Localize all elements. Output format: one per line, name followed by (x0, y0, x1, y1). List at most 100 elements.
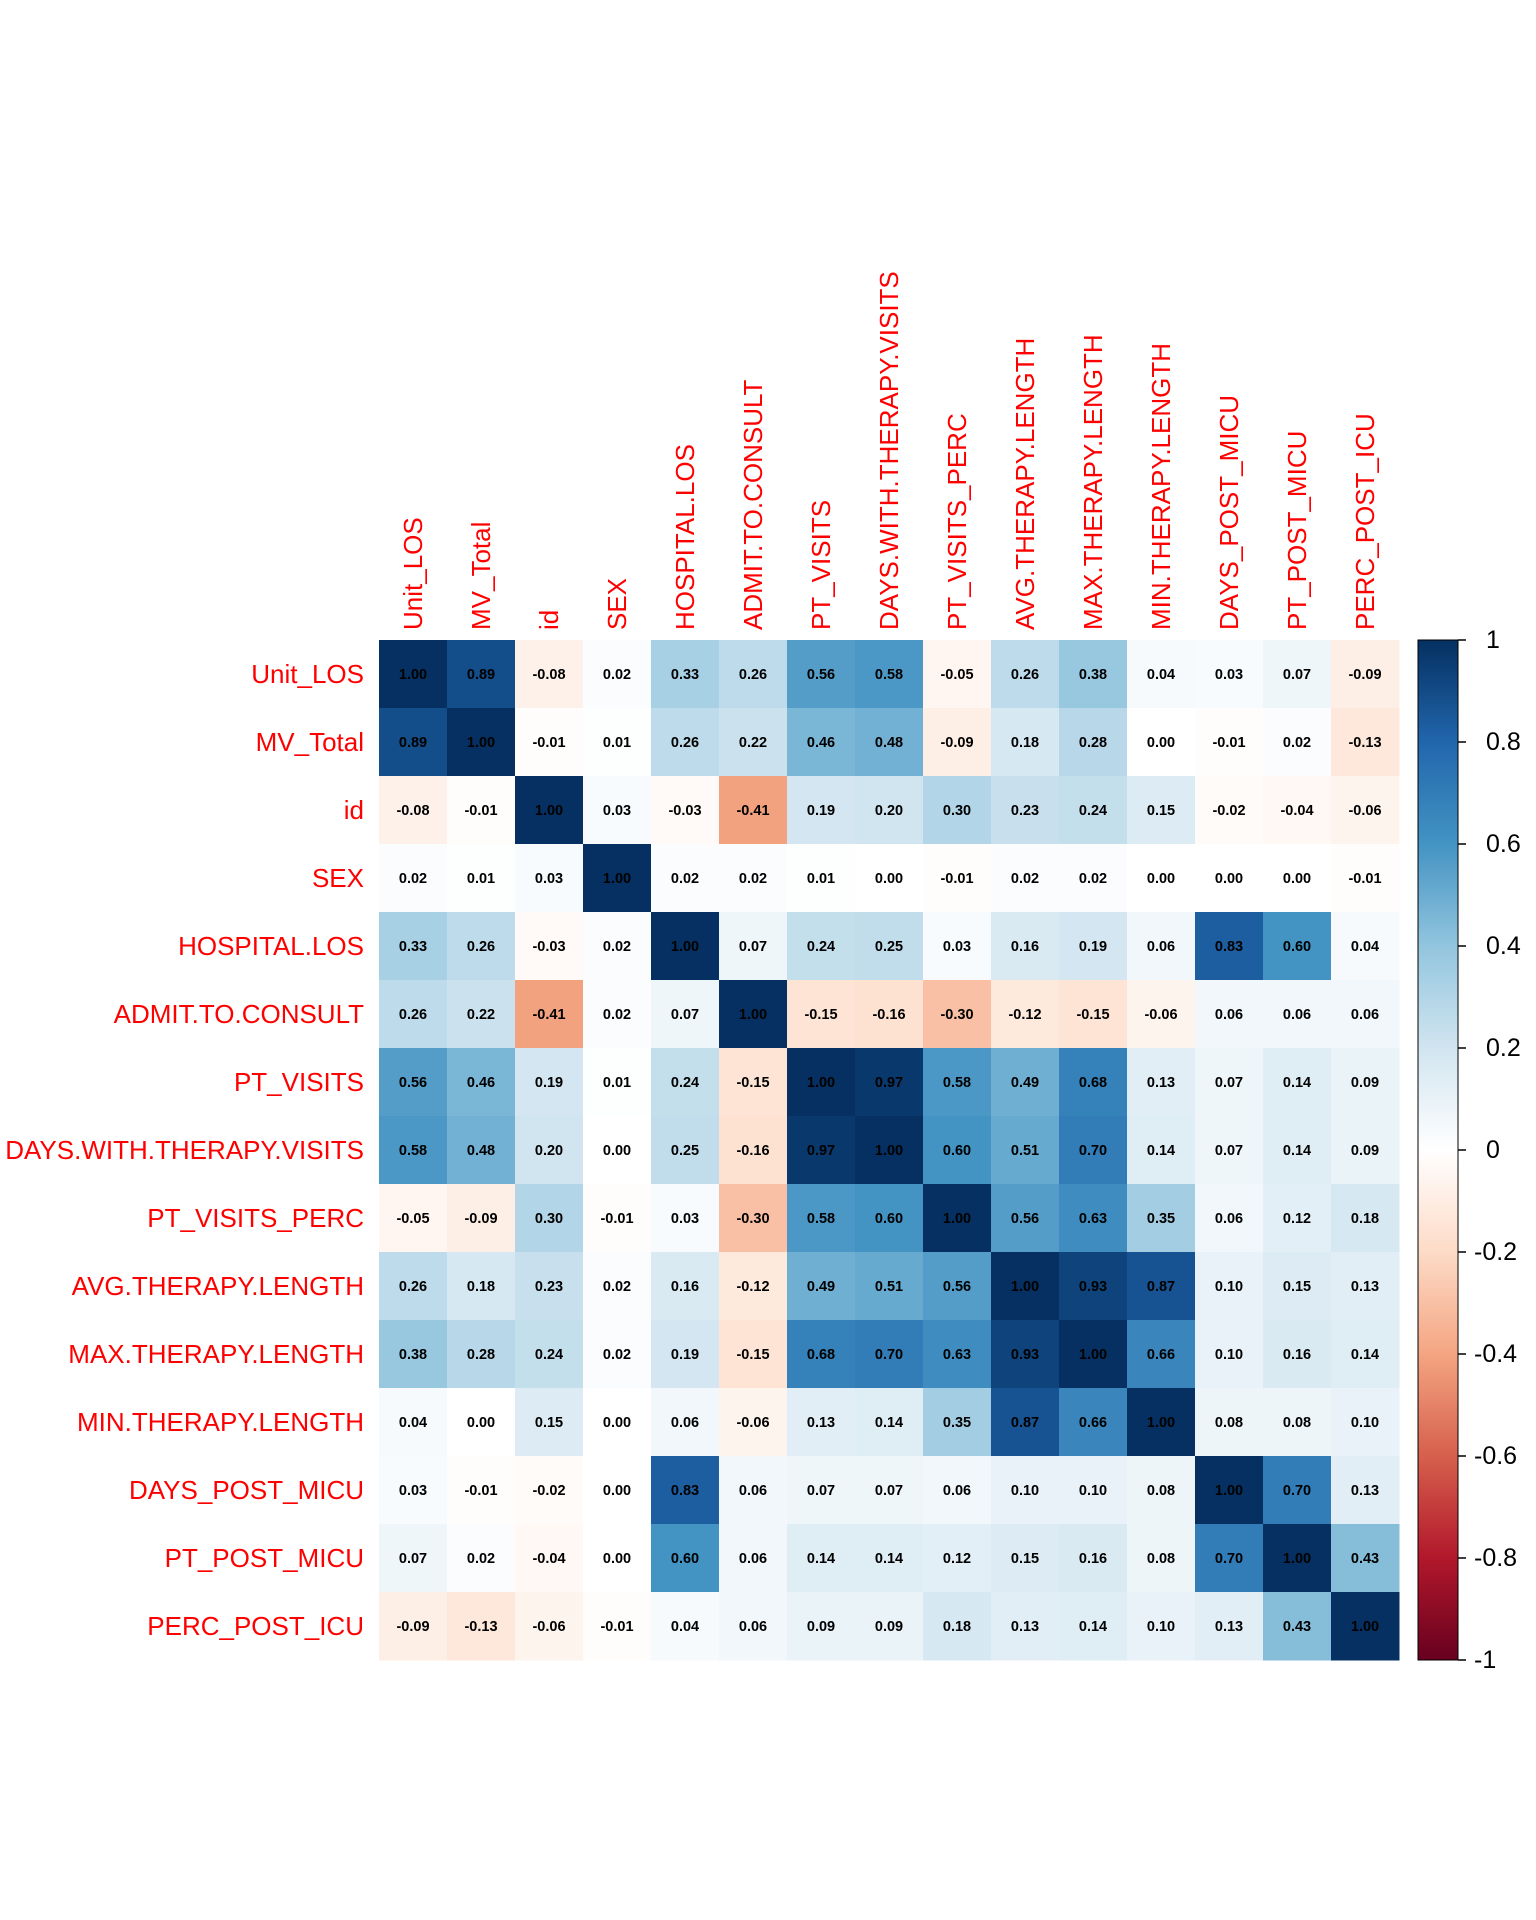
heatmap-cell (447, 640, 516, 709)
heatmap-cell (923, 1456, 992, 1525)
cell-value: 0.16 (1283, 1347, 1311, 1363)
heatmap-cell (1263, 1388, 1332, 1457)
row-label: AVG.THERAPY.LENGTH (72, 1271, 364, 1301)
cell-value: 0.13 (1351, 1483, 1379, 1499)
heatmap-cell (991, 1592, 1060, 1661)
cell-value: 0.51 (1011, 1143, 1039, 1159)
cell-value: 0.00 (1147, 735, 1175, 751)
cell-value: 0.18 (943, 1619, 971, 1635)
colorbar-tick-label: 0 (1486, 1136, 1500, 1164)
heatmap-cell (1331, 1388, 1400, 1457)
cell-value: 0.87 (1011, 1415, 1039, 1431)
heatmap-cell (991, 912, 1060, 981)
column-label: Unit_LOS (398, 517, 428, 630)
cell-value: 1.00 (1079, 1347, 1107, 1363)
colorbar-tick-label: 0.6 (1486, 830, 1521, 858)
cell-value: 1.00 (603, 871, 631, 887)
cell-value: 0.13 (1351, 1279, 1379, 1295)
cell-value: 0.14 (1079, 1619, 1107, 1635)
heatmap-cell (651, 1184, 720, 1253)
heatmap-cell (855, 1184, 924, 1253)
cell-value: 0.03 (399, 1483, 427, 1499)
cell-value: 1.00 (1351, 1619, 1379, 1635)
heatmap-cell (719, 1592, 788, 1661)
heatmap-cell (787, 844, 856, 913)
heatmap-cell (515, 980, 584, 1049)
heatmap-cell (515, 708, 584, 777)
cell-value: -0.01 (600, 1211, 633, 1227)
cell-value: 0.07 (739, 939, 767, 955)
cell-value: 0.14 (1283, 1143, 1311, 1159)
heatmap-cell (923, 640, 992, 709)
heatmap-cell (1059, 1388, 1128, 1457)
cell-value: 0.93 (1011, 1347, 1039, 1363)
cell-value: 0.00 (1215, 871, 1243, 887)
cell-value: 0.49 (807, 1279, 835, 1295)
column-label: MV_Total (466, 522, 496, 630)
heatmap-cell (583, 1592, 652, 1661)
cell-value: 0.35 (1147, 1211, 1175, 1227)
heatmap-cell (787, 912, 856, 981)
heatmap-cell (1059, 1048, 1128, 1117)
heatmap-cell (719, 1048, 788, 1117)
heatmap-cell (719, 640, 788, 709)
cell-value: 0.28 (467, 1347, 495, 1363)
colorbar-gradient (1417, 639, 1459, 1661)
cell-value: 0.07 (1215, 1143, 1243, 1159)
heatmap-cell (379, 1184, 448, 1253)
heatmap-cell (787, 1524, 856, 1593)
cell-value: 0.08 (1215, 1415, 1243, 1431)
cell-value: 0.13 (807, 1415, 835, 1431)
cell-value: 0.38 (399, 1347, 427, 1363)
cell-value: -0.15 (1076, 1007, 1109, 1023)
heatmap-cell (787, 1320, 856, 1389)
heatmap-cell (1195, 912, 1264, 981)
cell-value: 0.48 (467, 1143, 495, 1159)
cell-value: 0.09 (875, 1619, 903, 1635)
cell-value: 0.60 (1283, 939, 1311, 955)
cell-value: -0.09 (396, 1619, 429, 1635)
cell-value: 0.60 (671, 1551, 699, 1567)
heatmap-cell (1195, 1048, 1264, 1117)
heatmap-cell (1331, 1320, 1400, 1389)
heatmap-cell (1195, 1320, 1264, 1389)
cell-value: 0.00 (467, 1415, 495, 1431)
cell-value: -0.01 (1348, 871, 1381, 887)
cell-value: 0.06 (671, 1415, 699, 1431)
heatmap-cell (1331, 1524, 1400, 1593)
cell-value: -0.01 (600, 1619, 633, 1635)
cell-value: 0.10 (1351, 1415, 1379, 1431)
heatmap-cell (379, 1456, 448, 1525)
cell-value: -0.41 (736, 803, 769, 819)
heatmap-cell (1059, 1252, 1128, 1321)
heatmap-cell (1127, 1524, 1196, 1593)
heatmap-cell (991, 1388, 1060, 1457)
heatmap-cell (1059, 912, 1128, 981)
heatmap-cell (855, 1592, 924, 1661)
heatmap-cell (719, 1524, 788, 1593)
cell-value: 0.01 (807, 871, 835, 887)
heatmap-cell (719, 708, 788, 777)
cell-value: 0.02 (1011, 871, 1039, 887)
cell-value: 0.56 (399, 1075, 427, 1091)
cell-value: 0.15 (1147, 803, 1175, 819)
cell-value: -0.09 (464, 1211, 497, 1227)
cell-value: 0.66 (1079, 1415, 1107, 1431)
heatmap-cell (1195, 640, 1264, 709)
heatmap-cell (991, 776, 1060, 845)
heatmap-cell (379, 912, 448, 981)
cell-value: 1.00 (1215, 1483, 1243, 1499)
column-label: MAX.THERAPY.LENGTH (1078, 334, 1108, 630)
column-label: id (534, 610, 564, 630)
cell-value: 0.12 (943, 1551, 971, 1567)
cell-value: 0.03 (1215, 667, 1243, 683)
cell-value: 0.07 (399, 1551, 427, 1567)
column-label: PT_VISITS_PERC (942, 413, 972, 630)
heatmap-cell (651, 708, 720, 777)
cell-value: -0.05 (396, 1211, 429, 1227)
cell-value: 0.58 (807, 1211, 835, 1227)
heatmap-cell (1195, 708, 1264, 777)
cell-value: -0.08 (396, 803, 429, 819)
heatmap-cell (651, 1320, 720, 1389)
heatmap-cell (515, 1388, 584, 1457)
